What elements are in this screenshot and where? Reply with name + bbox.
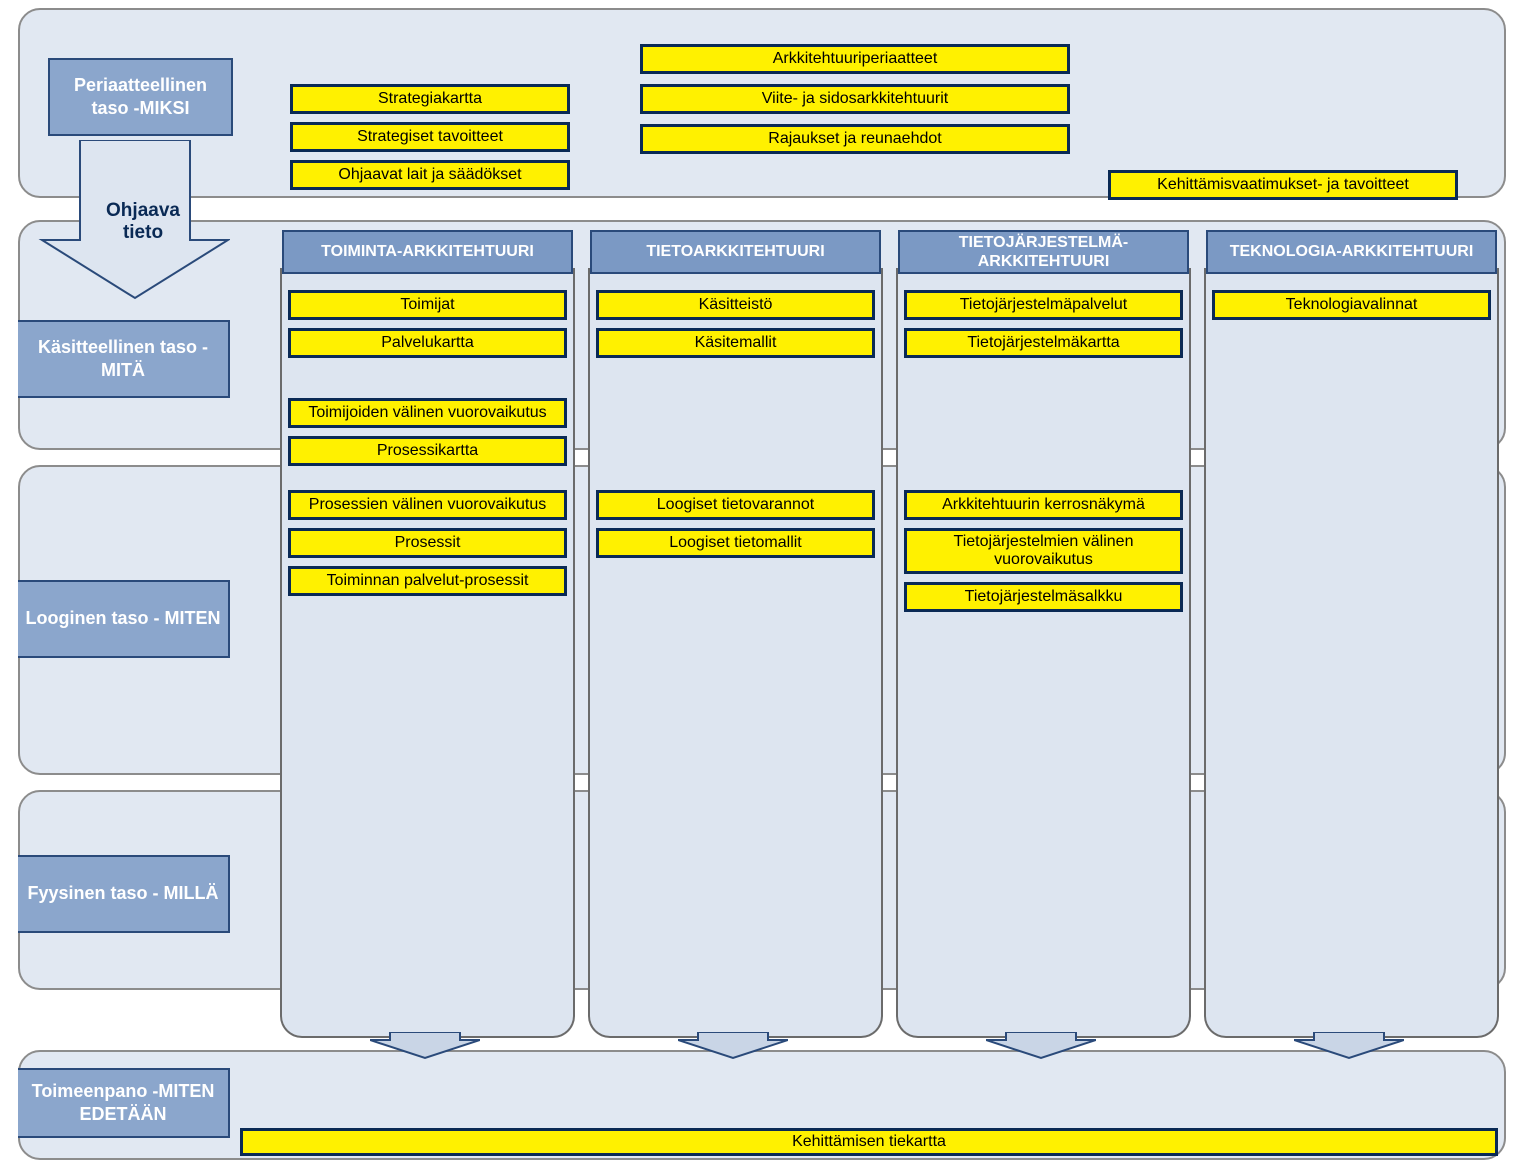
column-body-teknologia (1204, 268, 1499, 1038)
footer-arrow-2 (678, 1032, 788, 1060)
box-kasitteisto: Käsitteistö (596, 290, 875, 320)
box-arkkitehtuurin-kerrosnakyma: Arkkitehtuurin kerrosnäkymä (904, 490, 1183, 520)
box-loogiset-tietomallit: Loogiset tietomallit (596, 528, 875, 558)
level-kasitteellinen: Käsitteellinen taso - MITÄ (18, 320, 230, 398)
box-strategiakartta: Strategiakartta (290, 84, 570, 114)
colhead-tietojarjestelma: TIETOJÄRJESTELMÄ-ARKKITEHTUURI (898, 230, 1189, 274)
box-viite-sidos: Viite- ja sidosarkkitehtuurit (640, 84, 1070, 114)
box-tietojarjestelmasalkku: Tietojärjestelmäsalkku (904, 582, 1183, 612)
box-kehittamisen-tiekartta: Kehittämisen tiekartta (240, 1128, 1498, 1156)
ohjaava-tieto-label: Ohjaava tieto (88, 200, 198, 244)
box-prosessien-vuorovaikutus: Prosessien välinen vuorovaikutus (288, 490, 567, 520)
level-toimeenpano: Toimeenpano -MITEN EDETÄÄN (18, 1068, 230, 1138)
colhead-toiminta: TOIMINTA-ARKKITEHTUURI (282, 230, 573, 274)
box-tietojarjestelmakartta: Tietojärjestelmäkartta (904, 328, 1183, 358)
box-toiminnan-palvelut-prosessit: Toiminnan palvelut-prosessit (288, 566, 567, 596)
level-looginen: Looginen taso - MITEN (18, 580, 230, 658)
box-kasitemallit: Käsitemallit (596, 328, 875, 358)
column-body-toiminta (280, 268, 575, 1038)
box-arkkitehtuuriperiaatteet: Arkkitehtuuriperiaatteet (640, 44, 1070, 74)
footer-arrow-4 (1294, 1032, 1404, 1060)
column-body-tietojarjestelma (896, 268, 1191, 1038)
box-prosessit: Prosessit (288, 528, 567, 558)
box-kehittamisvaatimukset: Kehittämisvaatimukset- ja tavoitteet (1108, 170, 1458, 200)
column-body-tieto (588, 268, 883, 1038)
box-ohjaavat-lait: Ohjaavat lait ja säädökset (290, 160, 570, 190)
box-palvelukartta: Palvelukartta (288, 328, 567, 358)
box-rajaukset: Rajaukset ja reunaehdot (640, 124, 1070, 154)
box-toimijoiden-vuorovaikutus: Toimijoiden välinen vuorovaikutus (288, 398, 567, 428)
box-strategiset-tavoitteet: Strategiset tavoitteet (290, 122, 570, 152)
colhead-tieto: TIETOARKKITEHTUURI (590, 230, 881, 274)
box-prosessikartta: Prosessikartta (288, 436, 567, 466)
box-toimijat: Toimijat (288, 290, 567, 320)
box-loogiset-tietovarannot: Loogiset tietovarannot (596, 490, 875, 520)
level-periaatteellinen: Periaatteellinen taso -MIKSI (48, 58, 233, 136)
box-tietojarjestelmien-vuorovaikutus: Tietojärjestelmien välinen vuorovaikutus (904, 528, 1183, 574)
colhead-teknologia: TEKNOLOGIA-ARKKITEHTUURI (1206, 230, 1497, 274)
level-fyysinen: Fyysinen taso - MILLÄ (18, 855, 230, 933)
box-tietojarjestelmapalvelut: Tietojärjestelmäpalvelut (904, 290, 1183, 320)
footer-arrow-1 (370, 1032, 480, 1060)
box-teknologiavalinnat: Teknologiavalinnat (1212, 290, 1491, 320)
footer-arrow-3 (986, 1032, 1096, 1060)
diagram-canvas: Periaatteellinen taso -MIKSI Ohjaava tie… (0, 0, 1519, 1174)
